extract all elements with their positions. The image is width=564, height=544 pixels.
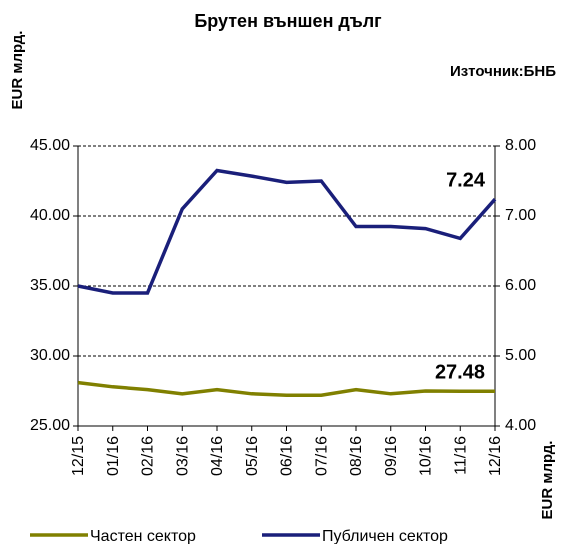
series-line <box>77 168 497 295</box>
legend-label: Публичен сектор <box>322 528 448 544</box>
y2-tick-label: 5.00 <box>505 347 536 364</box>
y2-axis-label: EUR млрд. <box>539 441 556 520</box>
x-tick-label: 05/16 <box>244 436 261 476</box>
x-tick-label: 04/16 <box>209 436 226 476</box>
x-tick-label: 08/16 <box>348 436 365 476</box>
data-label: 7.24 <box>446 169 486 191</box>
x-tick-label: 06/16 <box>279 436 296 476</box>
legend-label: Частен сектор <box>90 528 196 544</box>
y-tick-label: 25.00 <box>30 417 70 434</box>
x-tick-label: 01/16 <box>105 436 122 476</box>
x-tick-label: 07/16 <box>313 436 330 476</box>
y-tick-label: 40.00 <box>30 207 70 224</box>
x-tick-label: 12/16 <box>487 436 504 476</box>
series-line <box>77 380 495 397</box>
y2-tick-label: 7.00 <box>505 207 536 224</box>
y2-tick-label: 4.00 <box>505 417 536 434</box>
x-tick-label: 03/16 <box>174 436 191 476</box>
x-tick-label: 10/16 <box>418 436 435 476</box>
source: Източник:БНБ <box>450 63 556 80</box>
y-tick-label: 30.00 <box>30 347 70 364</box>
y-tick-label: 45.00 <box>30 137 70 154</box>
y2-tick-label: 6.00 <box>505 277 536 294</box>
y-tick-label: 35.00 <box>30 277 70 294</box>
y2-tick-label: 8.00 <box>505 137 536 154</box>
x-tick-label: 02/16 <box>140 436 157 476</box>
data-label: 27.48 <box>435 362 485 384</box>
chart-title: Брутен външен дълг <box>194 11 382 31</box>
x-tick-label: 11/16 <box>452 436 469 475</box>
x-tick-label: 09/16 <box>383 436 400 476</box>
x-tick-label: 12/15 <box>70 436 87 476</box>
y-axis-label: EUR млрд. <box>9 31 26 110</box>
